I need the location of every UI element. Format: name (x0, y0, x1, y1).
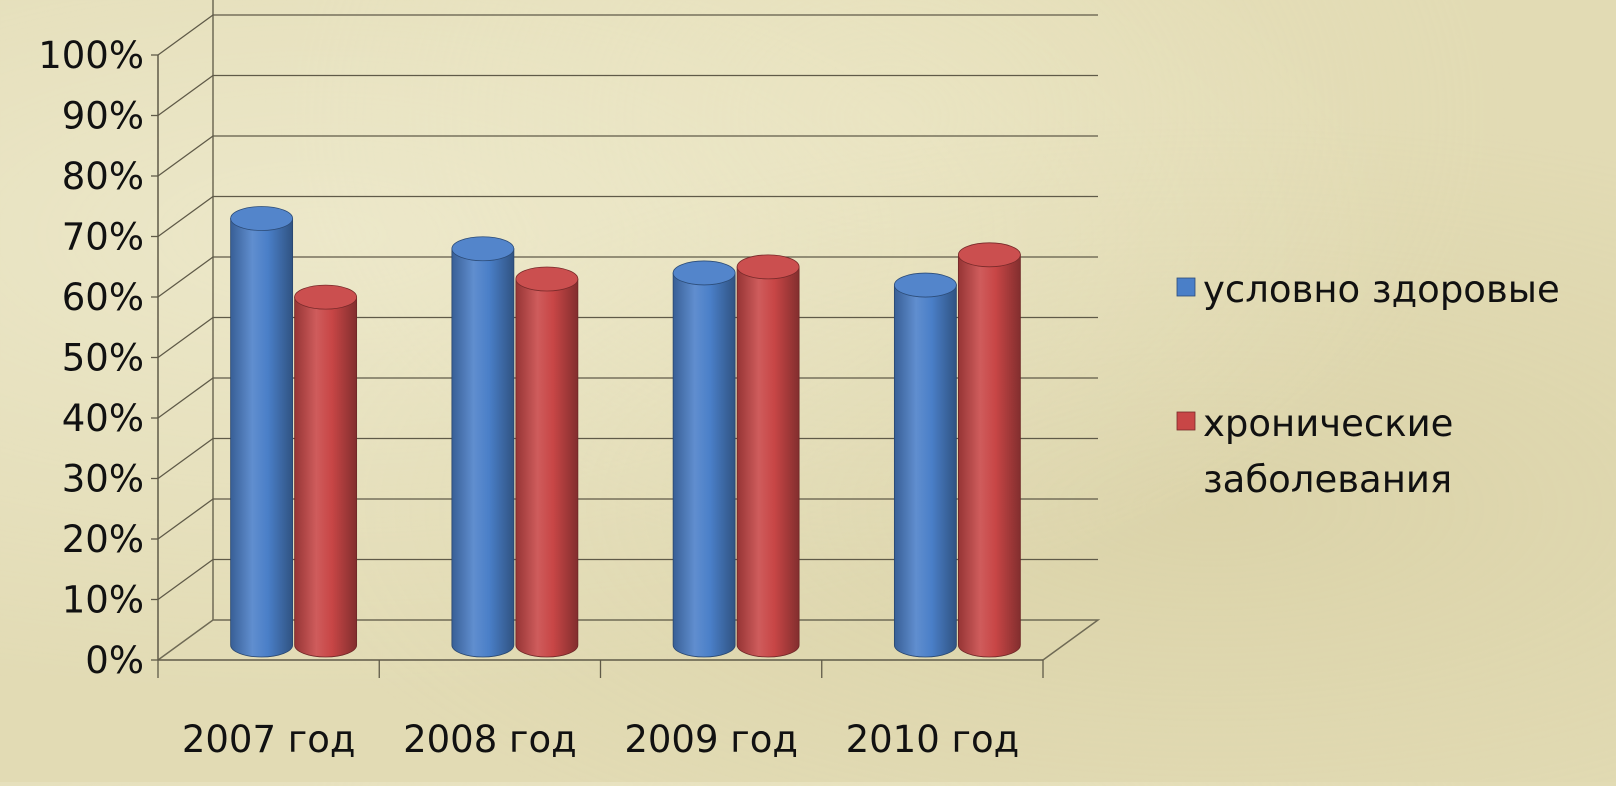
y-tick-label: 80% (62, 155, 144, 198)
x-axis: 2007 год 2008 год 2009 год 2010 год (157, 659, 1044, 761)
x-tick-label: 2007 год (182, 718, 356, 761)
bar-body (230, 218, 294, 658)
legend-label: заболевания (1203, 458, 1452, 501)
gridline (157, 195, 1098, 238)
bar-blue (230, 206, 294, 658)
gridline (157, 74, 1098, 117)
bar-body (294, 296, 358, 658)
bars (230, 206, 1021, 658)
gridline (157, 498, 1098, 540)
bar-top (957, 242, 1021, 268)
legend-item: хронические заболевания (1176, 402, 1453, 501)
y-tick-label: 30% (62, 458, 144, 501)
bar-red (957, 242, 1021, 658)
bar-red (294, 284, 358, 658)
floor-outline (157, 619, 1101, 661)
bar-top (294, 284, 358, 310)
bar-body (672, 272, 736, 658)
chart-walls (157, 0, 1101, 661)
x-tick-label: 2010 год (846, 718, 1020, 761)
gridlines (157, 14, 1098, 601)
bar-top (451, 236, 515, 262)
bar-red (515, 266, 579, 658)
gridline (157, 377, 1098, 419)
y-tick-label: 60% (62, 276, 144, 319)
bar-body (736, 266, 800, 658)
bar-top (230, 206, 294, 231)
bar-body (957, 254, 1021, 658)
legend-swatch (1176, 411, 1196, 431)
bar-blue (893, 272, 957, 658)
y-axis: 0% 10% 20% 30% 40% 50% 60% 70% 80% 90% 100% (38, 34, 159, 682)
legend-item: условно здоровые (1176, 268, 1560, 311)
bar-top (736, 254, 800, 280)
bar-top (672, 260, 736, 286)
x-tick-label: 2009 год (624, 718, 798, 761)
y-tick-label: 40% (62, 397, 144, 440)
legend: условно здоровые хронические заболевания (1176, 268, 1560, 501)
bar-body (451, 248, 515, 658)
gridline (157, 14, 1098, 56)
gridline (157, 316, 1098, 359)
y-tick-label: 70% (62, 216, 144, 259)
gridline (157, 256, 1098, 298)
legend-label: хронические (1203, 402, 1453, 445)
gridline (157, 135, 1098, 177)
y-tick-label: 0% (85, 639, 144, 682)
legend-swatch (1176, 277, 1196, 297)
bar-blue (672, 260, 736, 658)
y-tick-label: 20% (62, 518, 144, 561)
y-tick-label: 100% (38, 34, 144, 77)
bar-top (515, 266, 579, 292)
gridline (157, 437, 1098, 480)
legend-label: условно здоровые (1203, 268, 1560, 311)
bar-top (893, 272, 957, 298)
bar-body (515, 278, 579, 658)
x-tick-label: 2008 год (403, 718, 577, 761)
gridline (157, 558, 1098, 601)
y-tick-label: 90% (62, 95, 144, 138)
bar-blue (451, 236, 515, 658)
y-tick-label: 50% (62, 337, 144, 380)
y-tick-label: 10% (62, 579, 144, 622)
bar-red (736, 254, 800, 658)
bar-body (893, 284, 957, 658)
